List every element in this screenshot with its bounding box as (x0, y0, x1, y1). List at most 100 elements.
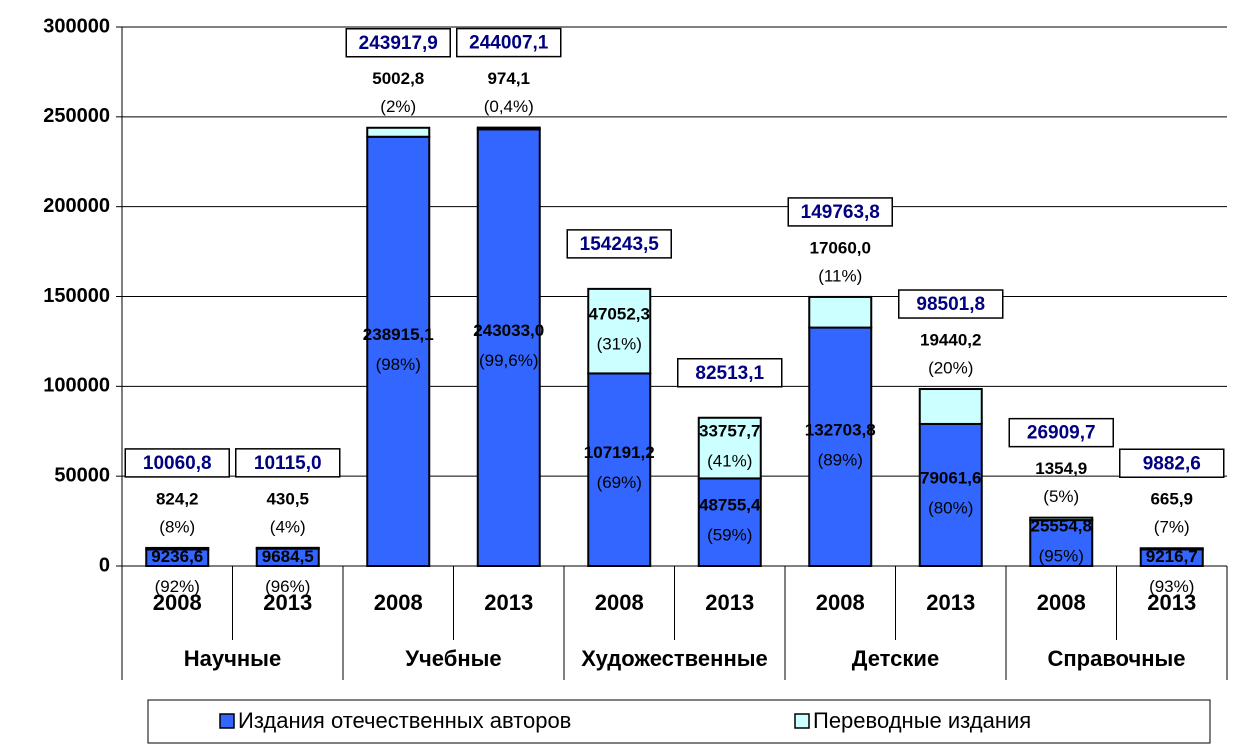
total-box (566, 229, 672, 259)
bar-segment (587, 287, 652, 375)
bar-segment (1029, 516, 1094, 522)
value-label: 824,2 (156, 489, 199, 508)
legend-label: Издания отечественных авторов (238, 708, 571, 733)
y-tick-label: 200000 (43, 195, 110, 217)
group-label: Художественные (581, 646, 768, 671)
value-label: 9216,7 (1146, 547, 1198, 566)
bar-segment (366, 126, 431, 138)
bar-segment (808, 326, 873, 567)
bar-segment (918, 388, 983, 425)
percent-label: (80%) (928, 498, 973, 517)
x-tick-label: 2013 (263, 590, 312, 615)
y-tick-label: 300000 (43, 15, 110, 37)
percent-label: (95%) (1039, 547, 1084, 566)
bar-segment (145, 546, 210, 551)
percent-label: (69%) (597, 473, 642, 492)
percent-label: (41%) (707, 452, 752, 471)
y-tick-label: 0 (99, 554, 110, 576)
y-tick-label: 150000 (43, 285, 110, 307)
percent-label: (7%) (1154, 518, 1190, 537)
bar-segment (697, 477, 762, 567)
percent-label: (11%) (818, 266, 862, 285)
total-label: 82513,1 (695, 363, 764, 384)
total-box (1119, 448, 1225, 478)
value-label: 47052,3 (589, 305, 650, 324)
value-label: 25554,8 (1031, 517, 1092, 536)
value-label: 107191,2 (584, 443, 655, 462)
percent-label: (31%) (597, 335, 642, 354)
value-label: 9236,6 (151, 547, 203, 566)
total-box (787, 197, 893, 227)
legend-swatch (219, 713, 235, 729)
total-label: 10060,8 (143, 453, 212, 474)
total-box (235, 448, 341, 478)
x-tick-label: 2008 (595, 590, 644, 615)
bar-segment (366, 135, 431, 567)
x-tick-label: 2008 (816, 590, 865, 615)
bar-segment (587, 372, 652, 567)
percent-label: (98%) (376, 355, 421, 374)
bar-segment (808, 295, 873, 329)
legend-label: Переводные издания (813, 708, 1031, 733)
value-label: 665,9 (1150, 490, 1193, 509)
total-label: 98501,8 (916, 294, 985, 315)
value-label: 48755,4 (699, 496, 761, 515)
x-tick-label: 2013 (926, 590, 975, 615)
group-label: Справочные (1047, 646, 1185, 671)
value-label: 238915,1 (363, 325, 434, 344)
value-label: 33757,7 (699, 422, 760, 441)
value-label: 132703,8 (805, 420, 876, 439)
total-box (677, 358, 783, 388)
x-tick-label: 2008 (1037, 590, 1086, 615)
value-label: 974,1 (487, 69, 530, 88)
bar-segment (476, 126, 541, 131)
percent-label: (0,4%) (484, 97, 534, 116)
total-box (1008, 417, 1114, 448)
legend-swatch (794, 713, 810, 729)
percent-label: (99,6%) (479, 351, 539, 370)
percent-label: (8%) (159, 517, 195, 536)
value-label: 19440,2 (920, 331, 981, 350)
bar-segment (918, 422, 983, 568)
group-label: Детские (852, 646, 939, 671)
percent-label: (5%) (1043, 487, 1079, 506)
value-label: 430,5 (266, 489, 309, 508)
percent-label: (89%) (818, 450, 863, 469)
total-box (898, 289, 1004, 319)
value-label: 9684,5 (262, 547, 314, 566)
percent-label: (93%) (1149, 577, 1194, 596)
total-label: 10115,0 (254, 453, 322, 474)
percent-label: (2%) (380, 97, 416, 116)
bar-segment (1029, 519, 1094, 568)
total-box (456, 27, 562, 58)
value-label: 17060,0 (810, 238, 871, 257)
value-label: 79061,6 (920, 468, 981, 487)
legend-box (147, 699, 1211, 744)
percent-label: (59%) (707, 526, 752, 545)
bar-segment (255, 546, 320, 550)
percent-label: (92%) (155, 577, 200, 596)
total-label: 149763,8 (801, 202, 880, 223)
group-label: Учебные (405, 646, 501, 671)
total-label: 244007,1 (469, 33, 549, 54)
total-label: 9882,6 (1143, 453, 1201, 474)
total-label: 243917,9 (359, 33, 438, 54)
group-label: Научные (184, 646, 281, 671)
bar-segment (476, 128, 541, 567)
value-label: 5002,8 (372, 69, 424, 88)
percent-label: (20%) (928, 359, 973, 378)
y-tick-label: 100000 (43, 375, 110, 397)
x-tick-label: 2013 (705, 590, 754, 615)
x-tick-label: 2013 (484, 590, 533, 615)
bar-segment (1139, 547, 1204, 551)
y-tick-label: 250000 (43, 105, 110, 127)
x-tick-label: 2008 (153, 590, 202, 615)
total-box (345, 28, 451, 58)
total-label: 154243,5 (580, 234, 660, 255)
value-label: 243033,0 (473, 321, 544, 340)
percent-label: (96%) (265, 577, 310, 596)
bar-segment (697, 416, 762, 480)
percent-label: (4%) (270, 517, 306, 536)
value-label: 1354,9 (1035, 459, 1087, 478)
y-tick-label: 50000 (54, 464, 110, 486)
